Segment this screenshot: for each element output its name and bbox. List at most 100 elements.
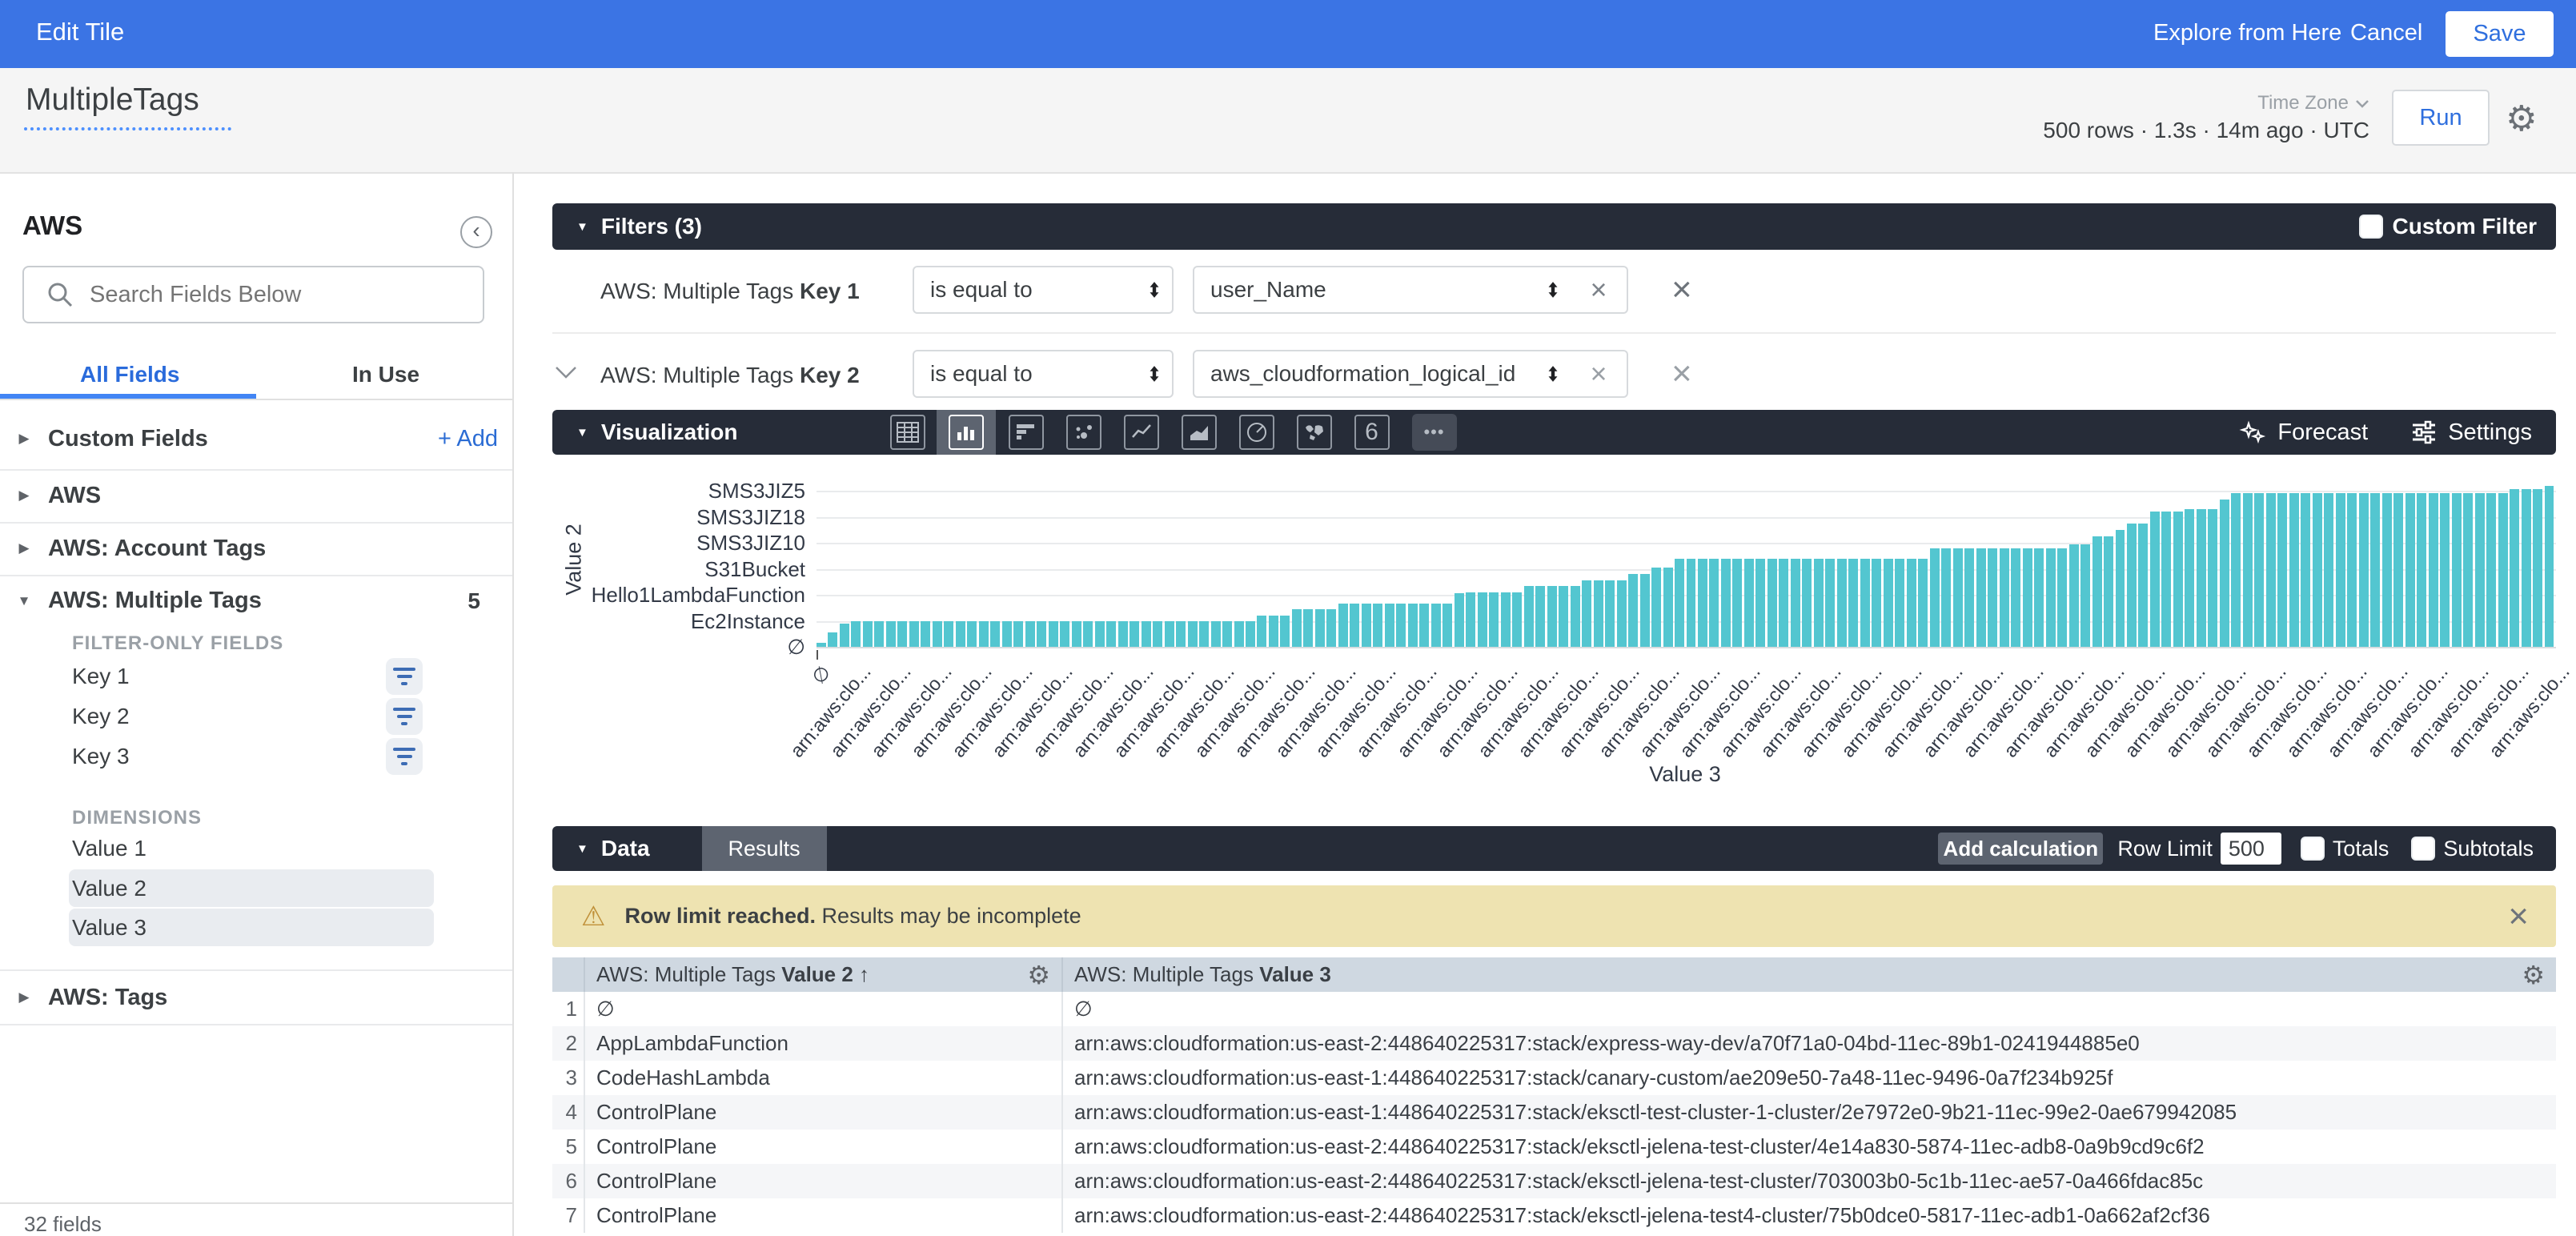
bar[interactable] bbox=[1872, 559, 1881, 648]
bar[interactable] bbox=[1455, 593, 1464, 647]
bar[interactable] bbox=[944, 621, 953, 648]
bar[interactable] bbox=[1594, 580, 1603, 647]
filter-value-select[interactable]: aws_cloudformation_logical_id bbox=[1193, 350, 1572, 398]
bar[interactable] bbox=[2197, 509, 2206, 647]
bar[interactable] bbox=[886, 621, 896, 648]
dismiss-warning-button[interactable]: × bbox=[2508, 899, 2529, 934]
filter-by-field-button[interactable] bbox=[386, 698, 423, 735]
bar[interactable] bbox=[851, 621, 861, 648]
cancel-button[interactable]: Cancel bbox=[2350, 20, 2422, 46]
explore-from-here-button[interactable]: Explore from Here bbox=[2153, 20, 2341, 46]
bar[interactable] bbox=[2243, 493, 2253, 647]
bar[interactable] bbox=[1628, 574, 1638, 647]
bar[interactable] bbox=[2277, 493, 2287, 647]
bar[interactable] bbox=[2486, 493, 2496, 647]
save-button[interactable]: Save bbox=[2446, 11, 2554, 57]
bar[interactable] bbox=[2116, 530, 2125, 647]
sidebar-section-aws-tags[interactable]: ▶ AWS: Tags bbox=[0, 969, 512, 1025]
bar[interactable] bbox=[1964, 548, 1974, 648]
bar[interactable] bbox=[2104, 536, 2113, 647]
viz-settings-button[interactable]: Settings bbox=[2411, 419, 2532, 446]
bar[interactable] bbox=[2370, 493, 2380, 647]
viz-type-column-selected[interactable] bbox=[937, 410, 996, 455]
row-limit-input[interactable] bbox=[2221, 833, 2281, 865]
bar[interactable] bbox=[2011, 548, 2020, 648]
bar[interactable] bbox=[967, 621, 977, 648]
bar[interactable] bbox=[897, 621, 907, 648]
bar[interactable] bbox=[990, 621, 1000, 648]
filter-by-field-button[interactable] bbox=[386, 738, 423, 775]
subtotals-checkbox[interactable] bbox=[2411, 837, 2435, 861]
bar[interactable] bbox=[1860, 559, 1870, 648]
bar[interactable] bbox=[2522, 489, 2531, 647]
bar[interactable] bbox=[1802, 559, 1812, 648]
clear-filter-value-button[interactable]: × bbox=[1571, 350, 1628, 398]
bar[interactable] bbox=[1362, 604, 1371, 647]
timezone-dropdown[interactable]: Time Zone bbox=[2257, 92, 2369, 114]
sidebar-section-aws[interactable]: ▶ AWS bbox=[0, 469, 512, 524]
bar[interactable] bbox=[1153, 621, 1162, 648]
bar[interactable] bbox=[1176, 621, 1186, 648]
bar[interactable] bbox=[1037, 621, 1046, 648]
bar[interactable] bbox=[2313, 493, 2322, 647]
sidebar-section-account-tags[interactable]: ▶ AWS: Account Tags bbox=[0, 522, 512, 576]
tab-all-fields[interactable]: All Fields bbox=[80, 362, 179, 387]
bar[interactable] bbox=[1408, 604, 1418, 647]
bar[interactable] bbox=[2069, 544, 2079, 647]
sidebar-section-custom-fields[interactable]: ▶ Custom Fields + Add bbox=[0, 408, 512, 471]
cell-value2[interactable]: CodeHashLambda bbox=[585, 1061, 1063, 1095]
sidebar-section-multiple-tags[interactable]: ▼ AWS: Multiple Tags 5 bbox=[0, 575, 512, 627]
bar[interactable] bbox=[828, 632, 837, 647]
bar[interactable] bbox=[2173, 512, 2183, 647]
bar[interactable] bbox=[1837, 559, 1847, 648]
bar[interactable] bbox=[933, 621, 942, 648]
cell-value2[interactable]: ∅ bbox=[585, 992, 1063, 1026]
bar[interactable] bbox=[1083, 621, 1093, 648]
bar[interactable] bbox=[2092, 536, 2102, 647]
bar[interactable] bbox=[2452, 493, 2462, 647]
field-key-3[interactable]: Key 3 bbox=[0, 736, 512, 777]
viz-type-map-icon[interactable] bbox=[1297, 415, 1332, 450]
bar[interactable] bbox=[2533, 489, 2542, 647]
bar[interactable] bbox=[1315, 609, 1325, 647]
custom-filter-checkbox[interactable] bbox=[2359, 215, 2383, 239]
bar[interactable] bbox=[1478, 592, 1487, 647]
filter-operator-select[interactable]: is equal to bbox=[913, 266, 1174, 314]
bar[interactable] bbox=[1049, 621, 1058, 648]
bar[interactable] bbox=[2324, 493, 2333, 647]
bar[interactable] bbox=[1698, 559, 1707, 648]
clear-filter-value-button[interactable]: × bbox=[1571, 266, 1628, 314]
bar[interactable] bbox=[1791, 559, 1800, 648]
bar[interactable] bbox=[1709, 559, 1719, 648]
cell-value3[interactable]: ∅ bbox=[1063, 992, 2556, 1026]
bar[interactable] bbox=[1988, 548, 1997, 648]
bar[interactable] bbox=[2161, 512, 2171, 647]
bar[interactable] bbox=[1118, 621, 1128, 648]
bar[interactable] bbox=[1663, 568, 1673, 647]
bar[interactable] bbox=[817, 643, 826, 647]
bar[interactable] bbox=[2336, 493, 2345, 647]
bar[interactable] bbox=[1350, 604, 1359, 647]
bar[interactable] bbox=[2231, 493, 2241, 647]
bar[interactable] bbox=[1640, 574, 1650, 647]
bar[interactable] bbox=[1755, 559, 1765, 648]
forecast-button[interactable]: Forecast bbox=[2239, 419, 2368, 446]
chevron-down-icon[interactable] bbox=[554, 365, 578, 379]
bar[interactable] bbox=[1234, 621, 1244, 648]
bar[interactable] bbox=[909, 621, 919, 648]
bar[interactable] bbox=[979, 621, 989, 648]
bar[interactable] bbox=[1442, 604, 1452, 647]
bar[interactable] bbox=[1605, 580, 1615, 647]
query-settings-gear-icon[interactable]: ⚙ bbox=[2506, 98, 2537, 139]
bar[interactable] bbox=[1651, 568, 1661, 647]
bar[interactable] bbox=[1941, 548, 1951, 648]
bar[interactable] bbox=[840, 624, 849, 647]
bar[interactable] bbox=[1559, 586, 1568, 647]
add-custom-field-button[interactable]: + Add bbox=[438, 426, 498, 452]
bar[interactable] bbox=[1848, 559, 1858, 648]
bar[interactable] bbox=[1884, 559, 1893, 648]
bar[interactable] bbox=[1779, 559, 1788, 648]
bar[interactable] bbox=[1687, 559, 1696, 648]
filter-operator-select[interactable]: is equal to bbox=[913, 350, 1174, 398]
bar[interactable] bbox=[2057, 548, 2067, 648]
